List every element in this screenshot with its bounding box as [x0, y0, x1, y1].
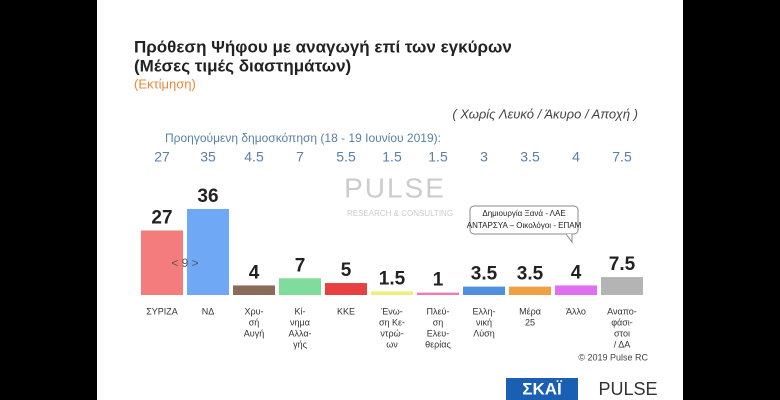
- bar: [371, 291, 413, 295]
- page-nav[interactable]: < 9 >: [171, 256, 198, 270]
- bar: [555, 285, 597, 295]
- slide: [97, 0, 683, 400]
- logo: ΣΚΑΪ: [522, 379, 563, 398]
- category-label: φάσι-: [611, 317, 633, 327]
- previous-label: Προηγούμενη δημοσκόπηση (18 - 19 Ιουνίου…: [165, 131, 441, 145]
- title: Πρόθεση Ψήφου με αναγωγή επί των εγκύρων: [134, 37, 512, 56]
- previous-value: 1.5: [428, 149, 448, 165]
- value-label: 3.5: [517, 264, 544, 285]
- category-label: θερίας: [425, 339, 451, 349]
- logo: PULSE: [598, 379, 657, 399]
- previous-value: 4.5: [244, 149, 264, 165]
- category-label: Ένω-: [380, 306, 403, 316]
- previous-value: 1.5: [382, 149, 402, 165]
- bar: [279, 278, 321, 295]
- value-label: 4: [249, 262, 260, 283]
- category-label: / ΔΑ: [614, 339, 631, 349]
- value-label: 4: [571, 262, 582, 283]
- logo-bg: [506, 378, 578, 400]
- category-label: Ελευ-: [427, 328, 449, 338]
- subtitle: (Εκτίμηση): [134, 76, 196, 91]
- category-label: σή: [249, 317, 260, 327]
- bar: [187, 208, 229, 295]
- watermark: PULSE: [344, 172, 446, 203]
- category-label: Μέρα: [519, 306, 541, 316]
- bar: [417, 292, 459, 295]
- category-label: Αυγή: [244, 328, 264, 338]
- category-label: ντρώ-: [380, 328, 403, 338]
- value-label: 1.5: [379, 268, 406, 289]
- category-label: Πλεύ-: [427, 306, 450, 316]
- category-label: Άλλο: [566, 306, 586, 316]
- value-label: 1: [433, 270, 444, 291]
- previous-value: 5.5: [336, 149, 356, 165]
- category-label: νημα: [290, 317, 310, 327]
- copyright: © 2019 Pulse RC: [578, 352, 648, 362]
- previous-value: 3.5: [520, 149, 540, 165]
- note: ( Χωρίς Λευκό / Άκυρο / Αποχή ): [452, 106, 638, 121]
- value-label: 5: [341, 260, 352, 281]
- bar: [141, 230, 183, 295]
- category-label: ων: [386, 339, 398, 349]
- annotation-pointer: [565, 233, 573, 244]
- category-label: γής: [293, 339, 308, 349]
- annotation: Δημιουργία Ξανά - ΛΑΕ: [482, 209, 565, 218]
- title: (Μέσες τιμές διαστημάτων): [134, 56, 351, 75]
- previous-value: 3: [480, 149, 488, 165]
- category-label: ση Κε-: [379, 317, 405, 327]
- annotation-box: [469, 205, 579, 235]
- category-label: ΚΚΕ: [337, 306, 355, 316]
- category-label: Χρυ-: [244, 306, 263, 316]
- value-label: 36: [197, 186, 218, 207]
- previous-value: 7.5: [612, 149, 632, 165]
- bar: [233, 285, 275, 295]
- category-label: ση: [433, 317, 444, 327]
- category-label: Αλλα-: [288, 328, 311, 338]
- category-label: 25: [525, 317, 535, 327]
- bar: [509, 286, 551, 295]
- bar: [463, 286, 505, 295]
- annotation: ΑΝΤΑΡΣΥΑ – Οικολόγοι - ΕΠΑΜ: [467, 221, 582, 230]
- value-label: 3.5: [471, 264, 498, 285]
- previous-value: 7: [296, 149, 304, 165]
- previous-value: 4: [572, 149, 580, 165]
- category-label: Λύση: [473, 328, 495, 338]
- category-label: στοι: [614, 328, 630, 338]
- bar: [601, 277, 643, 295]
- category-label: ΝΔ: [202, 306, 215, 316]
- bar: [325, 283, 367, 295]
- category-label: ΣΥΡΙΖΑ: [146, 306, 178, 316]
- category-label: Αναπο-: [607, 306, 637, 316]
- previous-value: 27: [154, 149, 170, 165]
- value-label: 7.5: [609, 254, 636, 275]
- category-label: νική: [476, 317, 492, 327]
- value-label: 27: [151, 207, 172, 228]
- watermark: RESEARCH & CONSULTING: [347, 209, 453, 218]
- value-label: 7: [295, 255, 306, 276]
- category-label: Ελλη-: [472, 306, 495, 316]
- category-label: Κί-: [295, 306, 306, 316]
- previous-value: 35: [200, 149, 216, 165]
